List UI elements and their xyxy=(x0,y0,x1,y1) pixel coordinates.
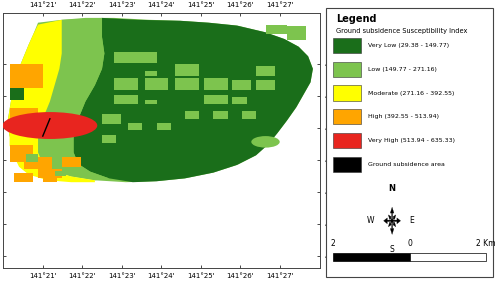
Bar xyxy=(62,157,80,167)
Bar xyxy=(204,79,228,90)
Bar xyxy=(144,100,156,104)
Bar xyxy=(204,95,228,104)
Text: S: S xyxy=(390,244,394,253)
Bar xyxy=(10,145,34,162)
Bar xyxy=(144,79,169,90)
Text: 2: 2 xyxy=(330,239,336,248)
Text: Low (149.77 - 271.16): Low (149.77 - 271.16) xyxy=(368,67,436,72)
Bar xyxy=(114,52,156,63)
Bar xyxy=(176,79,199,90)
FancyArrow shape xyxy=(384,218,392,224)
Bar xyxy=(333,133,361,148)
Text: E: E xyxy=(410,216,414,225)
Polygon shape xyxy=(7,18,313,182)
FancyArrow shape xyxy=(390,207,394,221)
FancyArrow shape xyxy=(392,221,396,227)
Bar xyxy=(256,80,275,90)
Bar xyxy=(185,111,199,119)
Bar xyxy=(232,80,252,90)
Bar xyxy=(333,109,361,125)
Bar xyxy=(10,88,24,100)
Bar xyxy=(114,95,138,104)
Bar xyxy=(43,175,57,182)
FancyArrow shape xyxy=(388,221,392,227)
Bar xyxy=(102,135,116,143)
Circle shape xyxy=(252,136,280,148)
Text: Very Low (29.38 - 149.77): Very Low (29.38 - 149.77) xyxy=(368,43,449,48)
Bar xyxy=(266,25,287,34)
Bar xyxy=(333,62,361,77)
Text: Very High (513.94 - 635.33): Very High (513.94 - 635.33) xyxy=(368,138,454,143)
Bar xyxy=(26,154,38,162)
Bar xyxy=(10,64,43,88)
Text: High (392.55 - 513.94): High (392.55 - 513.94) xyxy=(368,114,438,119)
Text: Moderate (271.16 - 392.55): Moderate (271.16 - 392.55) xyxy=(368,91,454,96)
Bar xyxy=(410,253,486,261)
Text: 0: 0 xyxy=(407,239,412,248)
Bar xyxy=(242,111,256,119)
Bar xyxy=(24,157,52,169)
FancyArrow shape xyxy=(390,221,394,235)
Text: N: N xyxy=(388,184,396,193)
Text: Ground subsidence area: Ground subsidence area xyxy=(368,162,444,167)
Polygon shape xyxy=(7,20,95,182)
Bar xyxy=(102,114,121,124)
Text: 2 Km: 2 Km xyxy=(476,239,496,248)
Bar xyxy=(333,253,409,261)
Bar xyxy=(14,173,34,182)
Bar xyxy=(333,38,361,53)
FancyArrow shape xyxy=(388,215,392,221)
Bar xyxy=(38,169,62,178)
Ellipse shape xyxy=(2,112,98,139)
Bar xyxy=(128,123,142,130)
Bar xyxy=(114,79,138,90)
Bar xyxy=(333,85,361,101)
Bar xyxy=(144,71,156,76)
Polygon shape xyxy=(38,18,109,180)
Bar xyxy=(10,108,38,132)
Bar xyxy=(54,171,66,176)
FancyArrow shape xyxy=(392,218,400,224)
Text: Legend: Legend xyxy=(336,14,377,24)
Polygon shape xyxy=(74,18,313,182)
Bar xyxy=(232,97,246,104)
Bar xyxy=(333,157,361,172)
Text: Ground subsidence Susceptibility Index: Ground subsidence Susceptibility Index xyxy=(336,28,468,34)
Bar xyxy=(214,111,228,119)
Text: W: W xyxy=(367,216,374,225)
Bar xyxy=(156,123,170,130)
Bar xyxy=(256,66,275,76)
FancyArrow shape xyxy=(392,215,396,221)
Bar xyxy=(176,64,199,76)
Bar xyxy=(287,26,306,40)
